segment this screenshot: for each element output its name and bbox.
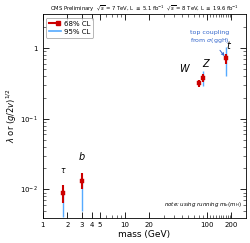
Text: $t$: $t$ [226,39,232,52]
Text: $b$: $b$ [78,150,86,162]
Title: CMS Preliminary  $\sqrt{s}$ = 7 TeV, L $\leq$ 5.1 fb$^{-1}$  $\sqrt{s}$ = 8 TeV,: CMS Preliminary $\sqrt{s}$ = 7 TeV, L $\… [50,4,238,15]
Legend: 68% CL, 95% CL: 68% CL, 95% CL [46,18,93,38]
Text: $\tau$: $\tau$ [60,166,66,175]
Text: $Z$: $Z$ [202,57,211,69]
Text: note: using running $m_b(m_H)$: note: using running $m_b(m_H)$ [164,200,242,209]
Text: top coupling
from $\sigma$(ggH): top coupling from $\sigma$(ggH) [190,30,230,55]
Text: $W$: $W$ [179,62,191,74]
Y-axis label: $\lambda$ or $(g/2v)^{1/2}$: $\lambda$ or $(g/2v)^{1/2}$ [4,89,18,143]
X-axis label: mass (GeV): mass (GeV) [118,230,170,239]
